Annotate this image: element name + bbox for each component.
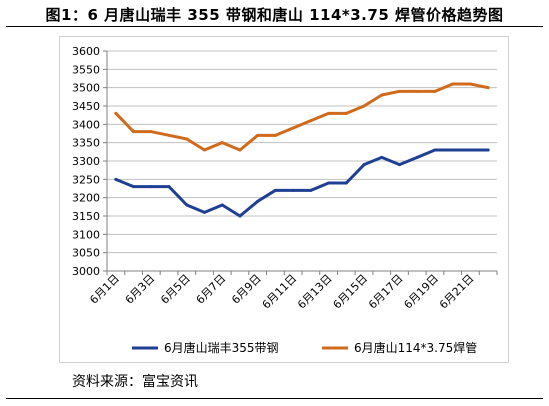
data-point-welded-pipe-13 — [344, 111, 348, 115]
data-point-strip-steel-18 — [433, 148, 437, 152]
data-point-strip-steel-5 — [203, 210, 206, 214]
y-tick-labels: 3000 3050 3100 3150 3200 3250 3300 3350 3400 3450… — [72, 45, 100, 278]
y-tick-label-3200: 3200 — [72, 192, 100, 205]
y-tick-label-3550: 3550 — [72, 63, 100, 76]
x-tick-label-6月21日: 6月21日 — [437, 272, 477, 312]
data-point-strip-steel-16 — [398, 163, 401, 167]
x-tick-label-6月5日: 6月5日 — [158, 272, 193, 307]
data-point-strip-steel-0 — [114, 177, 118, 181]
y-tick-label-3300: 3300 — [72, 155, 100, 168]
data-point-welded-pipe-4 — [185, 137, 189, 141]
y-tick-label-3500: 3500 — [72, 82, 100, 95]
data-point-strip-steel-1 — [132, 185, 136, 189]
data-point-welded-pipe-18 — [433, 89, 437, 93]
y-tick-label-3350: 3350 — [72, 137, 100, 150]
data-point-strip-steel-11 — [309, 188, 313, 192]
y-tick-label-3400: 3400 — [72, 118, 100, 131]
y-tick-label-3100: 3100 — [72, 228, 100, 241]
y-tick-label-3050: 3050 — [72, 247, 100, 260]
series-lines — [114, 82, 490, 218]
chart-area: 3000 3050 3100 3150 3200 3250 3300 3350 3400 3450… — [59, 36, 509, 363]
x-tick-label-6月7日: 6月7日 — [194, 272, 229, 307]
series-line-strip-steel — [114, 148, 490, 218]
footer-divider — [6, 398, 543, 399]
data-point-strip-steel-4 — [185, 203, 189, 207]
data-point-strip-steel-2 — [149, 185, 153, 189]
data-point-welded-pipe-15 — [380, 93, 384, 97]
data-point-strip-steel-15 — [380, 155, 384, 159]
data-point-welded-pipe-21 — [486, 86, 490, 90]
data-point-strip-steel-10 — [291, 188, 295, 192]
x-tick-labels: 6月1日 6月3日 6月5日 6月7日 6月9日6月11日6月13日6月15日6月17日… — [87, 272, 476, 312]
data-point-welded-pipe-16 — [398, 89, 401, 93]
axes — [103, 50, 498, 275]
data-point-strip-steel-13 — [344, 181, 348, 185]
data-point-welded-pipe-0 — [114, 111, 118, 115]
data-point-welded-pipe-2 — [149, 130, 153, 134]
legend: 6月唐山瑞丰355带钢 6月唐山114*3.75焊管 — [132, 340, 477, 355]
y-tick-label-3450: 3450 — [72, 100, 100, 113]
data-point-strip-steel-12 — [327, 181, 331, 185]
x-tick-label-6月3日: 6月3日 — [123, 272, 158, 307]
data-point-welded-pipe-8 — [256, 133, 260, 137]
data-point-welded-pipe-14 — [362, 104, 366, 108]
grid-lines — [107, 50, 497, 254]
data-point-welded-pipe-9 — [273, 133, 277, 137]
data-point-welded-pipe-20 — [468, 82, 472, 86]
x-tick-label-6月11日: 6月11日 — [260, 272, 300, 312]
source-note: 资料来源：富宝资讯 — [72, 374, 198, 390]
data-point-welded-pipe-10 — [291, 126, 295, 130]
x-tick-label-6月19日: 6月19日 — [401, 272, 441, 312]
data-point-welded-pipe-17 — [415, 89, 419, 93]
data-point-strip-steel-6 — [220, 203, 224, 207]
data-point-strip-steel-7 — [238, 214, 242, 218]
data-point-strip-steel-8 — [256, 199, 260, 203]
title-divider — [6, 26, 543, 27]
data-point-welded-pipe-1 — [132, 130, 136, 134]
data-point-strip-steel-3 — [167, 185, 171, 189]
data-point-strip-steel-20 — [468, 148, 472, 152]
x-tick-label-6月9日: 6月9日 — [229, 272, 264, 307]
y-tick-label-3000: 3000 — [72, 265, 100, 278]
data-point-strip-steel-14 — [362, 163, 366, 167]
data-point-strip-steel-19 — [451, 148, 455, 152]
data-point-welded-pipe-6 — [220, 141, 224, 145]
data-point-welded-pipe-3 — [167, 133, 171, 137]
price-trend-chart: 3000 3050 3100 3150 3200 3250 3300 3350 3400 3450… — [72, 45, 498, 355]
x-tick-label-6月15日: 6月15日 — [331, 272, 371, 312]
data-point-welded-pipe-7 — [238, 148, 242, 152]
data-point-welded-pipe-11 — [309, 119, 313, 123]
y-tick-label-3600: 3600 — [72, 45, 100, 58]
data-point-welded-pipe-5 — [203, 148, 206, 152]
data-point-strip-steel-9 — [273, 188, 277, 192]
legend-label-welded-pipe: 6月唐山114*3.75焊管 — [354, 340, 477, 355]
x-tick-label-6月17日: 6月17日 — [366, 272, 406, 312]
y-tick-label-3250: 3250 — [72, 173, 100, 186]
chart-title: 图1：6 月唐山瑞丰 355 带钢和唐山 114*3.75 焊管价格趋势图 — [45, 6, 504, 24]
data-point-strip-steel-21 — [486, 148, 490, 152]
data-point-welded-pipe-19 — [451, 82, 455, 86]
legend-label-strip-steel: 6月唐山瑞丰355带钢 — [164, 340, 279, 355]
series-line-welded-pipe — [114, 82, 490, 152]
data-point-welded-pipe-12 — [327, 111, 331, 115]
y-tick-label-3150: 3150 — [72, 210, 100, 223]
x-tick-label-6月13日: 6月13日 — [295, 272, 335, 312]
data-point-strip-steel-17 — [415, 155, 419, 159]
